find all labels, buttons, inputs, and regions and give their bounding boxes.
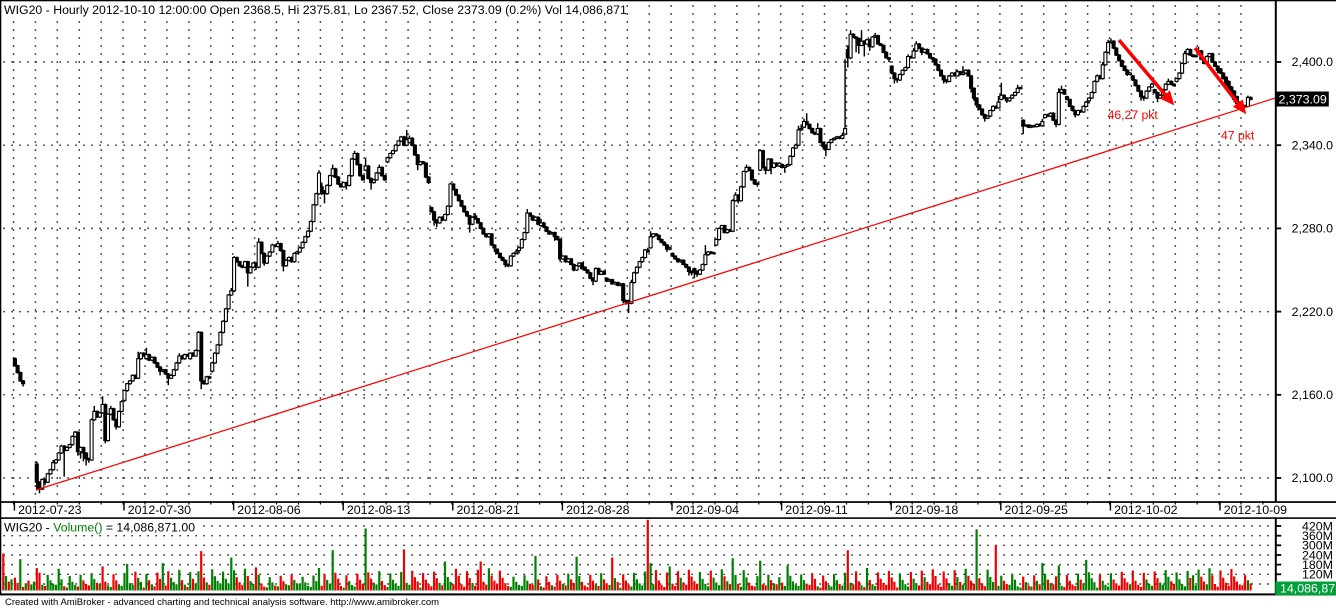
svg-text:2012-08-13: 2012-08-13	[347, 503, 410, 517]
svg-text:2012-07-23: 2012-07-23	[18, 503, 81, 517]
svg-text:2012-09-04: 2012-09-04	[676, 503, 739, 517]
svg-text:2,220.0: 2,220.0	[1292, 305, 1333, 319]
svg-text:300M: 300M	[1302, 539, 1333, 553]
svg-text:2012-08-06: 2012-08-06	[237, 503, 300, 517]
svg-text:240M: 240M	[1302, 548, 1333, 562]
svg-text:180M: 180M	[1302, 558, 1333, 572]
svg-text:2012-10-02: 2012-10-02	[1114, 503, 1177, 517]
svg-text:WIG20 - Hourly 2012-10-10 12:0: WIG20 - Hourly 2012-10-10 12:00:00 Open …	[4, 3, 627, 17]
svg-text:Created with AmiBroker - advan: Created with AmiBroker - advanced charti…	[5, 597, 439, 608]
svg-text:WIG20 - Volume() = 14,086,871.: WIG20 - Volume() = 14,086,871.00	[4, 521, 195, 535]
svg-text:46,27 pkt: 46,27 pkt	[1108, 108, 1159, 122]
svg-text:2,160.0: 2,160.0	[1292, 388, 1333, 402]
svg-text:2012-07-30: 2012-07-30	[128, 503, 191, 517]
svg-text:120M: 120M	[1302, 568, 1333, 582]
svg-text:2,373.09: 2,373.09	[1279, 93, 1327, 107]
svg-text:2012-09-25: 2012-09-25	[1005, 503, 1068, 517]
svg-text:14,086,87: 14,086,87	[1280, 582, 1335, 596]
svg-text:2,340.0: 2,340.0	[1292, 138, 1333, 152]
svg-text:420M: 420M	[1302, 519, 1333, 533]
svg-text:2,280.0: 2,280.0	[1292, 222, 1333, 236]
svg-text:2012-08-21: 2012-08-21	[457, 503, 520, 517]
svg-text:2012-09-11: 2012-09-11	[785, 503, 848, 517]
svg-text:2012-08-28: 2012-08-28	[566, 503, 629, 517]
svg-text:360M: 360M	[1302, 529, 1333, 543]
svg-text:2012-10-09: 2012-10-09	[1224, 503, 1287, 517]
svg-text:47 pkt: 47 pkt	[1221, 128, 1255, 142]
svg-text:2012-09-18: 2012-09-18	[895, 503, 958, 517]
svg-text:2,400.0: 2,400.0	[1292, 55, 1333, 69]
svg-text:2,100.0: 2,100.0	[1292, 471, 1333, 485]
